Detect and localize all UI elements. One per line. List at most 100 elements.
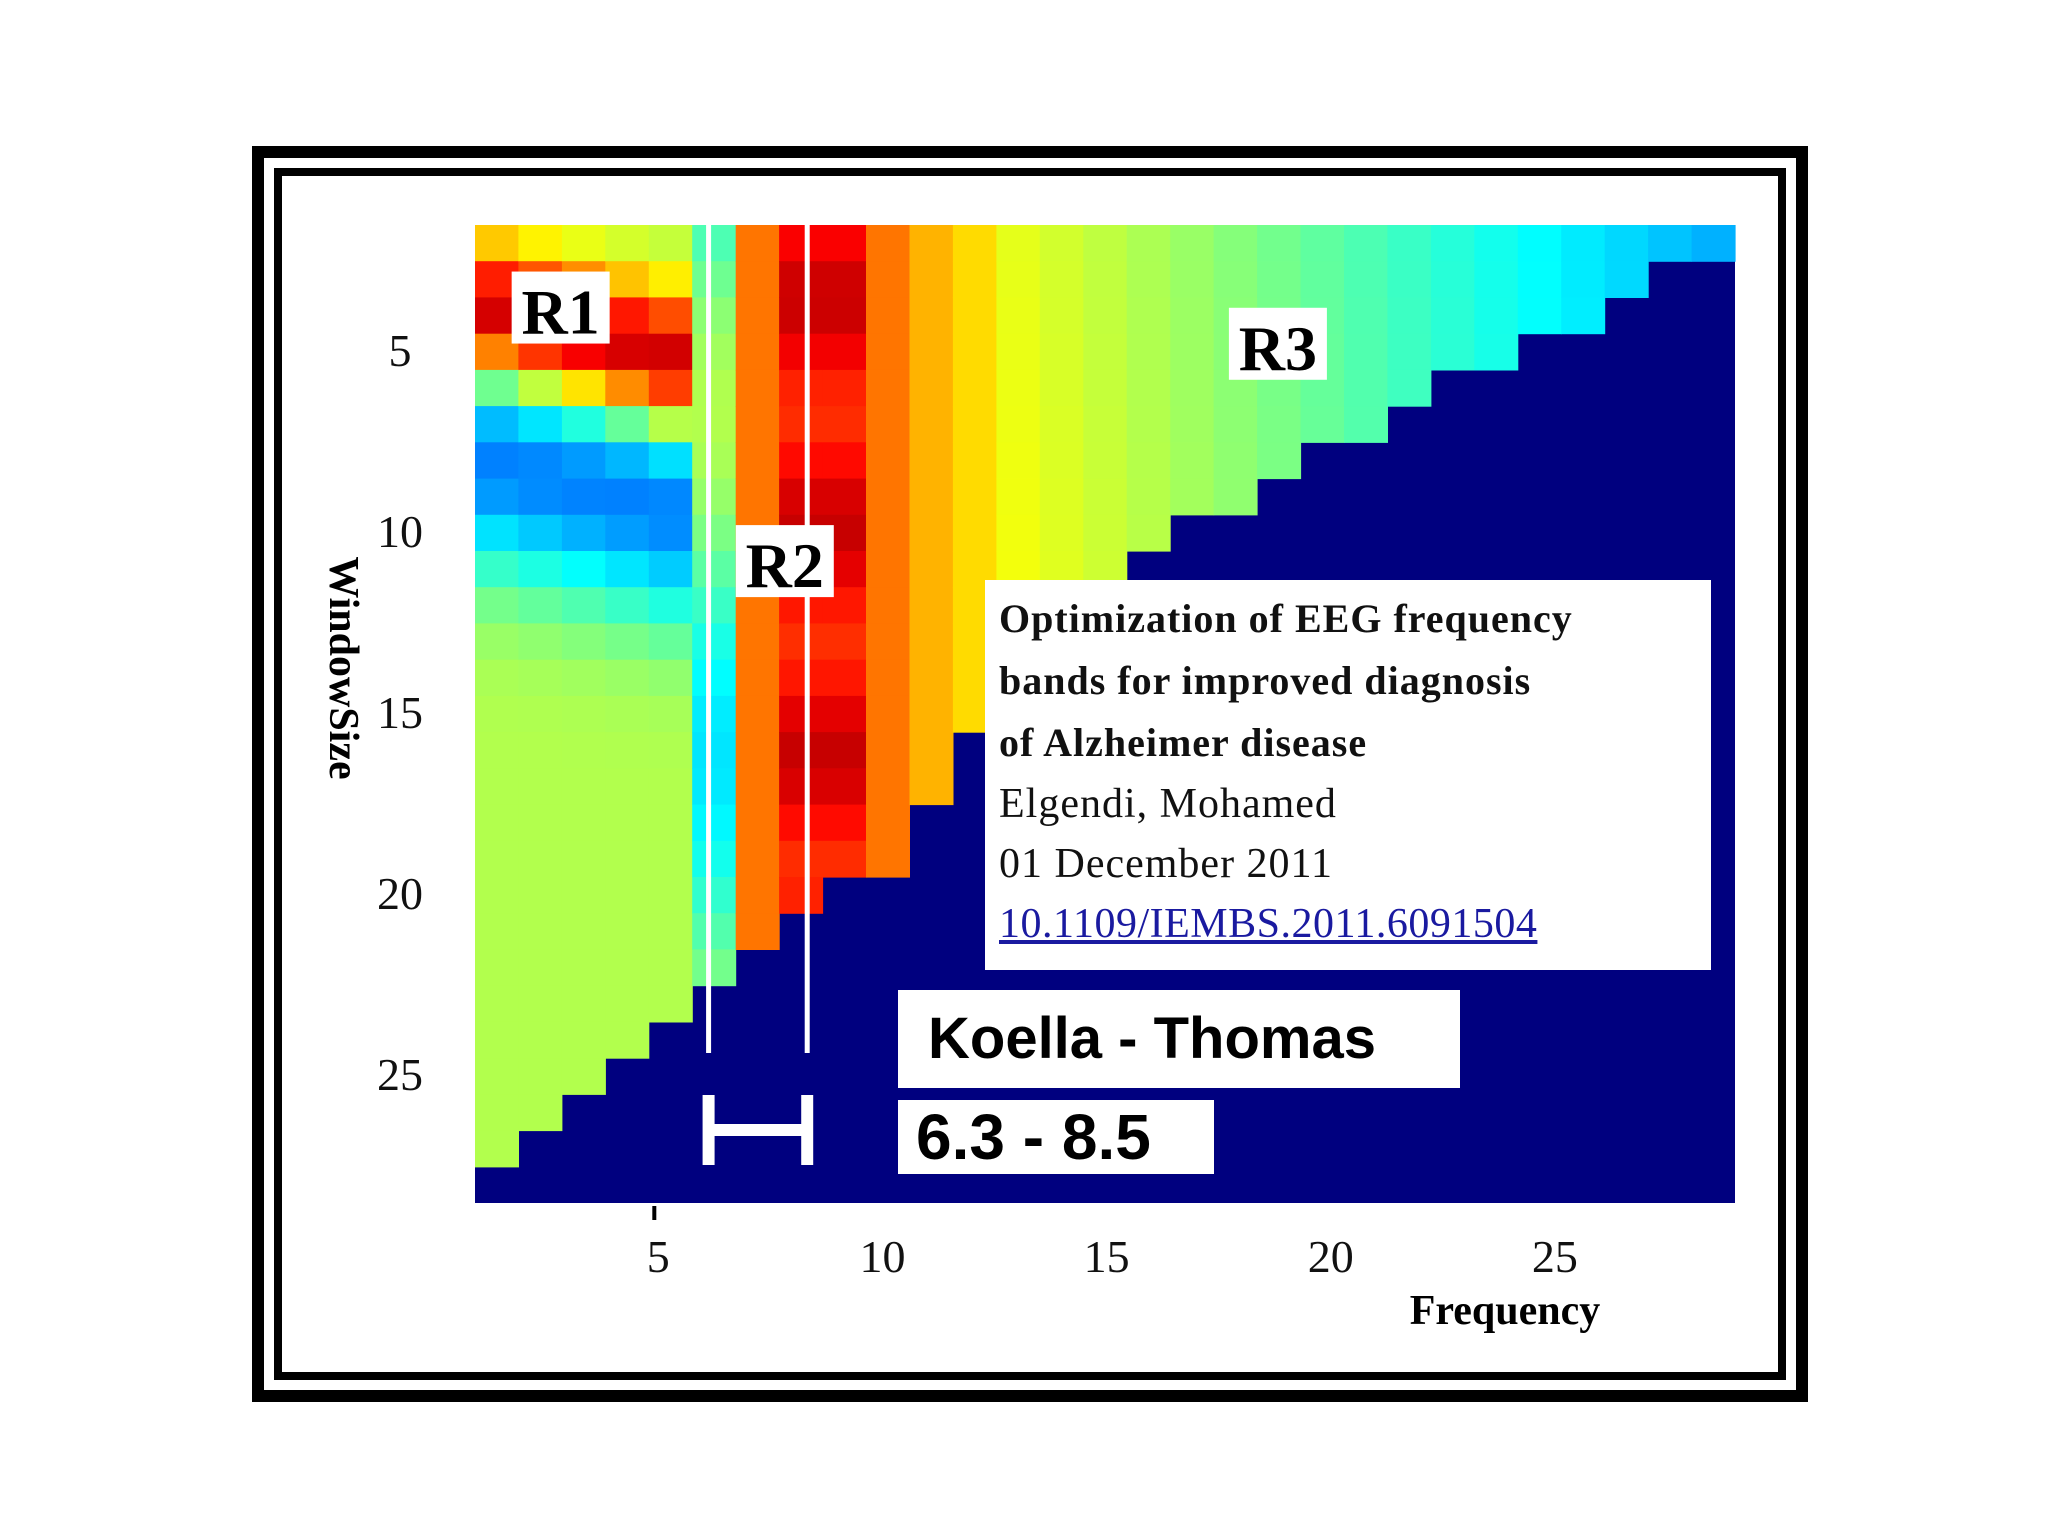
heatmap-cell: [692, 659, 737, 697]
heatmap-cell: [1257, 225, 1302, 262]
heatmap-cell: [866, 659, 910, 697]
heatmap-cell: [605, 551, 650, 588]
heatmap-cell: [1604, 261, 1649, 298]
heatmap-cell: [605, 225, 650, 262]
heatmap-cell: [1083, 478, 1128, 516]
heatmap-cell: [1039, 442, 1084, 480]
heatmap-cell: [822, 659, 867, 697]
heatmap-cell: [1257, 406, 1302, 443]
heatmap-cell: [822, 695, 867, 733]
heatmap-cell: [518, 514, 563, 552]
heatmap-cell: [475, 804, 519, 842]
heatmap-cell: [779, 732, 824, 769]
heatmap-cell: [605, 695, 650, 733]
heatmap-cell: [822, 768, 867, 806]
citation-author: Elgendi, Mohamed: [999, 781, 1337, 827]
heatmap-cell: [605, 406, 650, 443]
heatmap-cell: [996, 369, 1041, 407]
heatmap-cell: [1474, 261, 1519, 298]
y-tick-label: 15: [377, 687, 423, 738]
heatmap-cell: [605, 587, 650, 624]
heatmap-cell: [1170, 478, 1215, 516]
heatmap-cell: [692, 623, 737, 661]
heatmap-cell: [518, 913, 563, 950]
heatmap-cell: [735, 406, 780, 443]
heatmap-cell: [735, 804, 780, 842]
heatmap-cell: [605, 514, 650, 552]
heatmap-cell: [866, 551, 910, 588]
y-axis-title: WindowSize: [320, 556, 366, 779]
heatmap-cell: [518, 1021, 563, 1059]
heatmap-cell: [648, 551, 693, 588]
heatmap-cell: [735, 840, 780, 878]
heatmap-cell: [909, 333, 954, 371]
heatmap-cell: [866, 225, 910, 262]
heatmap-cell: [1083, 514, 1128, 552]
heatmap-cell: [996, 333, 1041, 371]
heatmap-cell: [1387, 261, 1432, 298]
heatmap-cell: [561, 369, 606, 407]
heatmap-cell: [952, 297, 997, 335]
heatmap-cell: [996, 406, 1041, 443]
heatmap-cell: [952, 225, 997, 262]
heatmap-cell: [1126, 333, 1171, 371]
heatmap-cell: [735, 333, 780, 371]
heatmap-cell: [475, 659, 519, 697]
heatmap-cell: [518, 768, 563, 806]
heatmap-cell: [1213, 261, 1258, 298]
band-range-label: 6.3 - 8.5: [898, 1100, 1214, 1174]
heatmap-cell: [1039, 333, 1084, 371]
heatmap-cell: [605, 949, 650, 987]
heatmap-cell: [822, 840, 867, 878]
heatmap-cell: [648, 840, 693, 878]
heatmap-cell: [1126, 514, 1171, 552]
heatmap-cell: [822, 478, 867, 516]
heatmap-cell: [1344, 333, 1388, 371]
heatmap-cell: [1300, 225, 1345, 262]
heatmap-cell: [779, 768, 824, 806]
heatmap-cell: [648, 442, 693, 480]
heatmap-cell: [1344, 369, 1388, 407]
heatmap-cell: [1474, 225, 1519, 262]
heatmap-cell: [475, 406, 519, 443]
heatmap-cell: [952, 442, 997, 480]
heatmap-cell: [779, 478, 824, 516]
heatmap-cell: [735, 623, 780, 661]
heatmap-cell: [735, 732, 780, 769]
heatmap-cell: [1170, 442, 1215, 480]
heatmap-cell: [1039, 297, 1084, 335]
heatmap-cell: [1474, 333, 1519, 371]
region-label: R3: [1239, 313, 1317, 384]
heatmap-cell: [866, 369, 910, 407]
x-axis-title: Frequency: [1410, 1288, 1601, 1334]
heatmap-cell: [561, 695, 606, 733]
heatmap-cell: [866, 478, 910, 516]
heatmap-cell: [909, 732, 954, 769]
heatmap-cell: [1170, 406, 1215, 443]
heatmap-cell: [1474, 297, 1519, 335]
heatmap-cell: [1126, 261, 1171, 298]
heatmap-cell: [952, 406, 997, 443]
heatmap-cell: [475, 225, 519, 262]
heatmap-cell: [561, 623, 606, 661]
heatmap-cell: [1039, 514, 1084, 552]
heatmap-cell: [518, 551, 563, 588]
heatmap-cell: [475, 985, 519, 1023]
heatmap-cell: [1083, 225, 1128, 262]
heatmap-cell: [692, 551, 737, 588]
heatmap-cell: [866, 333, 910, 371]
heatmap-cell: [866, 732, 910, 769]
heatmap-cell: [518, 804, 563, 842]
heatmap-cell: [779, 840, 824, 878]
heatmap-cell: [475, 478, 519, 516]
heatmap-cell: [996, 442, 1041, 480]
heatmap-cell: [692, 695, 737, 733]
axis-ticks: 5 10 15 20 25 5 10 15 20 25: [377, 325, 1578, 1282]
heatmap-cell: [735, 297, 780, 335]
heatmap-cell: [1039, 225, 1084, 262]
heatmap-cell: [1083, 442, 1128, 480]
citation-doi-link[interactable]: 10.1109/IEMBS.2011.6091504: [999, 901, 1538, 947]
citation-title-line-3: of Alzheimer disease: [999, 720, 1368, 765]
heatmap-cell: [561, 659, 606, 697]
heatmap-cell: [561, 587, 606, 624]
